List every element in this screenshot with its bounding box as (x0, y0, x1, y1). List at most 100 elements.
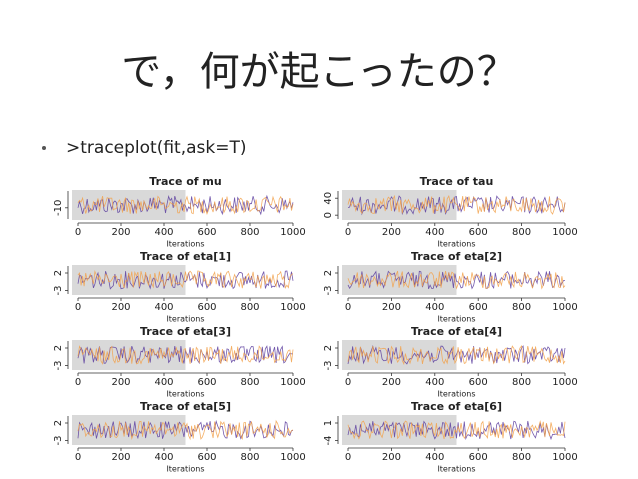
chart-title: Trace of eta[6] (411, 400, 502, 413)
x-tick-label: 1000 (552, 452, 577, 463)
warmup-region (342, 265, 457, 295)
x-axis-label: Iterations (437, 390, 475, 399)
x-tick-label: 0 (345, 377, 351, 388)
x-tick-label: 800 (240, 302, 259, 313)
y-tick-label: -4 (323, 436, 334, 446)
x-tick-label: 0 (75, 302, 81, 313)
warmup-region (342, 415, 457, 445)
trace-line (347, 270, 566, 290)
x-axis-label: Iterations (437, 240, 475, 249)
x-tick-label: 1000 (552, 377, 577, 388)
x-tick-label: 800 (512, 452, 531, 463)
x-tick-label: 600 (197, 227, 216, 238)
trace-line (77, 194, 294, 216)
x-tick-label: 800 (240, 377, 259, 388)
x-tick-label: 1000 (552, 302, 577, 313)
x-tick-label: 1000 (280, 302, 305, 313)
trace-line (347, 344, 566, 365)
y-tick-label: -3 (323, 361, 334, 371)
x-tick-label: 600 (469, 377, 488, 388)
x-tick-label: 200 (382, 377, 401, 388)
x-tick-label: 1000 (280, 452, 305, 463)
y-tick-label: 2 (53, 420, 64, 426)
x-tick-label: 800 (240, 227, 259, 238)
y-tick-label: 1 (323, 420, 334, 426)
y-tick-label: 2 (323, 270, 334, 276)
x-tick-label: 800 (512, 377, 531, 388)
x-tick-label: 200 (382, 227, 401, 238)
x-axis-label: Iterations (437, 315, 475, 324)
x-tick-label: 600 (469, 302, 488, 313)
y-tick-label: -3 (53, 286, 64, 296)
bullet-text: >traceplot(fit,ask=T) (66, 138, 247, 158)
y-tick-label: 2 (53, 345, 64, 351)
trace-line (347, 345, 566, 366)
x-tick-label: 400 (425, 377, 444, 388)
y-tick-label: -10 (53, 200, 64, 216)
chart-title: Trace of eta[4] (411, 325, 502, 338)
trace-line (77, 345, 294, 365)
trace-line (77, 419, 294, 441)
x-tick-label: 0 (345, 302, 351, 313)
trace-line (347, 194, 566, 215)
x-axis-label: Iterations (437, 465, 475, 474)
bullet-dot (42, 146, 46, 150)
chart-title: Trace of eta[5] (140, 400, 231, 413)
y-tick-label: 0 (323, 212, 334, 218)
x-axis-label: Iterations (166, 465, 204, 474)
warmup-region (342, 340, 457, 370)
x-tick-label: 200 (382, 452, 401, 463)
x-axis-label: Iterations (166, 390, 204, 399)
chart-title: Trace of mu (149, 175, 221, 188)
x-tick-label: 800 (512, 227, 531, 238)
x-tick-label: 0 (345, 227, 351, 238)
x-tick-label: 200 (111, 302, 130, 313)
x-tick-label: 0 (75, 452, 81, 463)
trace-line (77, 269, 294, 289)
trace-line (77, 419, 294, 440)
trace-line (347, 195, 566, 216)
x-tick-label: 600 (197, 452, 216, 463)
trace-line (77, 195, 294, 215)
x-tick-label: 600 (197, 302, 216, 313)
x-axis-label: Iterations (166, 315, 204, 324)
x-tick-label: 200 (382, 302, 401, 313)
x-tick-label: 200 (111, 227, 130, 238)
chart-title: Trace of eta[2] (411, 250, 502, 263)
x-tick-label: 600 (469, 452, 488, 463)
chart-title: Trace of eta[3] (140, 325, 231, 338)
y-tick-label: -3 (323, 286, 334, 296)
x-tick-label: 1000 (280, 227, 305, 238)
x-tick-label: 600 (197, 377, 216, 388)
y-tick-label: 2 (323, 345, 334, 351)
x-tick-label: 0 (75, 227, 81, 238)
x-tick-label: 400 (425, 227, 444, 238)
x-tick-label: 0 (345, 452, 351, 463)
x-tick-label: 400 (154, 452, 173, 463)
x-tick-label: 800 (240, 452, 259, 463)
y-tick-label: -3 (53, 436, 64, 446)
trace-line (347, 270, 566, 290)
x-tick-label: 0 (75, 377, 81, 388)
x-tick-label: 800 (512, 302, 531, 313)
slide-title: で，何が起こったの？ (121, 49, 517, 95)
trace-line (347, 419, 566, 440)
x-tick-label: 200 (111, 452, 130, 463)
x-tick-label: 400 (154, 227, 173, 238)
x-tick-label: 200 (111, 377, 130, 388)
x-tick-label: 400 (154, 302, 173, 313)
y-tick-label: -3 (53, 361, 64, 371)
chart-title: Trace of eta[1] (140, 250, 231, 263)
y-tick-label: 2 (53, 270, 64, 276)
x-tick-label: 400 (425, 452, 444, 463)
y-tick-label: 40 (323, 192, 334, 205)
x-tick-label: 600 (469, 227, 488, 238)
x-tick-label: 400 (154, 377, 173, 388)
x-tick-label: 400 (425, 302, 444, 313)
x-tick-label: 1000 (280, 377, 305, 388)
x-tick-label: 1000 (552, 227, 577, 238)
x-axis-label: Iterations (166, 240, 204, 249)
chart-title: Trace of tau (420, 175, 494, 188)
